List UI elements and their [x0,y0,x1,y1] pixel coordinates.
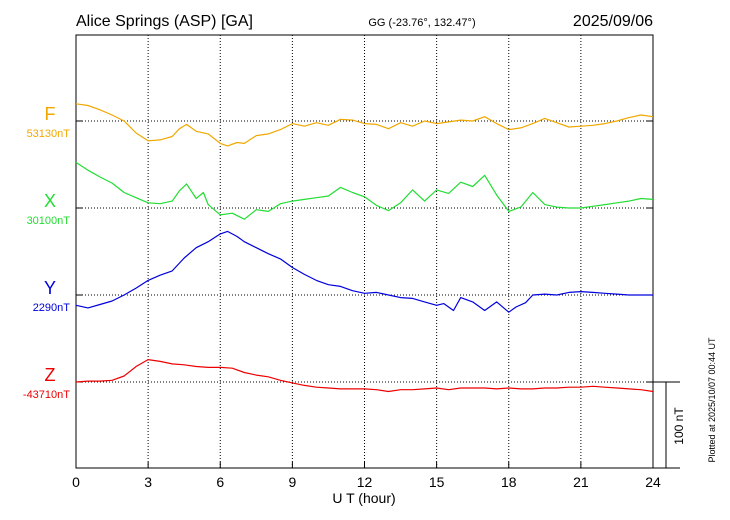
channel-baseline-z: -43710nT [23,389,70,401]
chart-title: Alice Springs (ASP) [GA] [76,13,253,30]
channel-baseline-x: 30100nT [27,215,71,227]
series-line-z [75,359,654,393]
channel-name-y: Y [44,278,56,298]
channel-labels: F 53130nT X 30100nT Y 2290nT Z -43710nT [23,104,70,401]
x-tick-label-24: 24 [645,474,661,490]
x-tick-label-0: 0 [72,474,80,490]
channel-name-f: F [45,104,56,124]
x-axis-label: U T (hour) [332,490,395,506]
series-line-y [75,230,653,313]
x-tick-label-21: 21 [573,474,589,490]
channel-baseline-y: 2290nT [33,302,71,314]
series-line-f [75,103,654,147]
x-tick-label-12: 12 [357,474,373,490]
x-axis-ticks: 0 3 6 9 12 15 18 21 24 [72,462,661,490]
x-tick-label-15: 15 [429,474,445,490]
plotted-timestamp: Plotted at 2025/10/07 00:44 UT [707,337,717,463]
channel-baseline-f: 53130nT [27,128,71,140]
x-tick-label-9: 9 [288,474,296,490]
channel-name-x: X [44,191,56,211]
station-coordinates: GG (-23.76°, 132.47°) [368,17,475,29]
scale-bar: 100 nT [653,381,686,469]
series-layer [75,103,654,393]
grid-lines [76,35,653,468]
x-tick-label-18: 18 [501,474,517,490]
chart-date: 2025/09/06 [573,13,653,30]
x-tick-label-3: 3 [144,474,152,490]
x-tick-label-6: 6 [216,474,224,490]
series-line-x [75,161,654,220]
channel-name-z: Z [45,365,56,385]
scale-bar-label: 100 nT [672,407,686,445]
